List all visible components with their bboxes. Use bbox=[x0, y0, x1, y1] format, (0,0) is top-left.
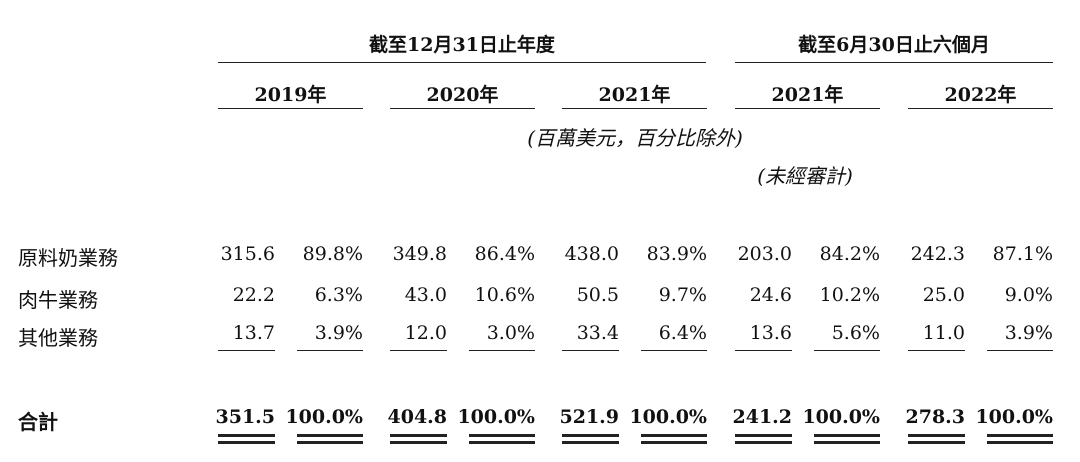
cell-total-2021-pct: 100.0% bbox=[629, 406, 707, 428]
total-double-rule-2019-amount-a bbox=[218, 434, 275, 437]
total-double-rule-2020-amount-a bbox=[390, 434, 447, 437]
total-double-rule-2019-pct-a bbox=[297, 434, 363, 437]
cell-beef-cattle-2021h1-pct: 10.2% bbox=[819, 284, 880, 306]
year-header-2022-h1: 2022年 bbox=[944, 84, 1017, 106]
subtotal-rule-2021h1-pct bbox=[814, 350, 880, 351]
cell-total-2019-pct: 100.0% bbox=[285, 406, 363, 428]
cell-raw-milk-2020-pct: 86.4% bbox=[474, 243, 535, 265]
total-double-rule-2021-amount-b bbox=[562, 441, 619, 444]
cell-beef-cattle-2019-amount: 22.2 bbox=[232, 284, 275, 306]
cell-raw-milk-2022h1-pct: 87.1% bbox=[992, 243, 1053, 265]
subtotal-rule-2022h1-pct bbox=[987, 350, 1053, 351]
cell-beef-cattle-2020-amount: 43.0 bbox=[404, 284, 447, 306]
year-header-2019: 2019年 bbox=[254, 84, 327, 106]
cell-others-2021-pct: 6.4% bbox=[658, 322, 707, 344]
total-double-rule-2019-pct-b bbox=[297, 441, 363, 444]
row-label-raw-milk: 原料奶業務 bbox=[18, 246, 118, 270]
subtotal-rule-2020-pct bbox=[469, 350, 535, 351]
cell-others-2019-pct: 3.9% bbox=[314, 322, 363, 344]
cell-others-2020-amount: 12.0 bbox=[404, 322, 447, 344]
cell-others-2021h1-pct: 5.6% bbox=[831, 322, 880, 344]
year-header-2020: 2020年 bbox=[426, 84, 499, 106]
cell-others-2021h1-amount: 13.6 bbox=[749, 322, 792, 344]
total-double-rule-2021h1-amount-b bbox=[735, 441, 792, 444]
row-label-beef-cattle: 肉牛業務 bbox=[18, 288, 98, 312]
cell-beef-cattle-2021-pct: 9.7% bbox=[658, 284, 707, 306]
cell-raw-milk-2019-pct: 89.8% bbox=[302, 243, 363, 265]
year-rule-2021 bbox=[562, 108, 707, 109]
subtotal-rule-2021h1-amount bbox=[735, 350, 792, 351]
cell-others-2021-amount: 33.4 bbox=[576, 322, 619, 344]
total-double-rule-2021-amount-a bbox=[562, 434, 619, 437]
cell-others-2019-amount: 13.7 bbox=[232, 322, 275, 344]
row-label-total: 合計 bbox=[18, 410, 58, 434]
cell-others-2022h1-pct: 3.9% bbox=[1004, 322, 1053, 344]
cell-raw-milk-2019-amount: 315.6 bbox=[220, 243, 275, 265]
total-double-rule-2021h1-pct-a bbox=[814, 434, 880, 437]
year-header-2021: 2021年 bbox=[598, 84, 671, 106]
unaudited-note: (未經審計) bbox=[757, 164, 853, 188]
cell-beef-cattle-2019-pct: 6.3% bbox=[314, 284, 363, 306]
cell-total-2020-amount: 404.8 bbox=[387, 406, 448, 428]
header-six-months: 截至6月30日止六個月 bbox=[798, 34, 990, 56]
total-double-rule-2022h1-pct-b bbox=[987, 441, 1053, 444]
cell-beef-cattle-2022h1-amount: 25.0 bbox=[922, 284, 965, 306]
year-rule-2022-h1 bbox=[908, 108, 1053, 109]
cell-raw-milk-2021h1-pct: 84.2% bbox=[819, 243, 880, 265]
year-rule-2021-h1 bbox=[735, 108, 880, 109]
units-note: (百萬美元，百分比除外) bbox=[527, 126, 743, 150]
subtotal-rule-2020-amount bbox=[390, 350, 447, 351]
total-double-rule-2019-amount-b bbox=[218, 441, 275, 444]
header-six-months-rule bbox=[735, 62, 1053, 63]
cell-beef-cattle-2021h1-amount: 24.6 bbox=[749, 284, 792, 306]
cell-total-2022h1-amount: 278.3 bbox=[905, 406, 966, 428]
cell-beef-cattle-2021-amount: 50.5 bbox=[576, 284, 619, 306]
total-double-rule-2022h1-pct-a bbox=[987, 434, 1053, 437]
total-double-rule-2022h1-amount-a bbox=[908, 434, 965, 437]
cell-beef-cattle-2020-pct: 10.6% bbox=[474, 284, 535, 306]
cell-raw-milk-2021-pct: 83.9% bbox=[646, 243, 707, 265]
cell-total-2021h1-amount: 241.2 bbox=[732, 406, 793, 428]
cell-raw-milk-2021h1-amount: 203.0 bbox=[737, 243, 792, 265]
cell-raw-milk-2021-amount: 438.0 bbox=[564, 243, 619, 265]
year-rule-2019 bbox=[218, 108, 363, 109]
subtotal-rule-2019-pct bbox=[297, 350, 363, 351]
cell-raw-milk-2022h1-amount: 242.3 bbox=[910, 243, 965, 265]
header-full-year-rule bbox=[218, 62, 706, 63]
row-label-others: 其他業務 bbox=[18, 326, 98, 350]
cell-total-2022h1-pct: 100.0% bbox=[975, 406, 1053, 428]
year-rule-2020 bbox=[390, 108, 535, 109]
total-double-rule-2020-amount-b bbox=[390, 441, 447, 444]
total-double-rule-2020-pct-a bbox=[469, 434, 535, 437]
total-double-rule-2022h1-amount-b bbox=[908, 441, 965, 444]
cell-total-2021-amount: 521.9 bbox=[559, 406, 620, 428]
cell-beef-cattle-2022h1-pct: 9.0% bbox=[1004, 284, 1053, 306]
year-header-2021-h1: 2021年 bbox=[771, 84, 844, 106]
cell-total-2019-amount: 351.5 bbox=[215, 406, 276, 428]
total-double-rule-2021h1-amount-a bbox=[735, 434, 792, 437]
cell-others-2022h1-amount: 11.0 bbox=[922, 322, 965, 344]
subtotal-rule-2021-pct bbox=[641, 350, 707, 351]
cell-raw-milk-2020-amount: 349.8 bbox=[392, 243, 447, 265]
subtotal-rule-2019-amount bbox=[218, 350, 275, 351]
total-double-rule-2020-pct-b bbox=[469, 441, 535, 444]
total-double-rule-2021h1-pct-b bbox=[814, 441, 880, 444]
total-double-rule-2021-pct-b bbox=[641, 441, 707, 444]
cell-total-2020-pct: 100.0% bbox=[457, 406, 535, 428]
cell-others-2020-pct: 3.0% bbox=[486, 322, 535, 344]
header-full-year: 截至12月31日止年度 bbox=[369, 34, 555, 56]
cell-total-2021h1-pct: 100.0% bbox=[802, 406, 880, 428]
subtotal-rule-2021-amount bbox=[562, 350, 619, 351]
total-double-rule-2021-pct-a bbox=[641, 434, 707, 437]
subtotal-rule-2022h1-amount bbox=[908, 350, 965, 351]
